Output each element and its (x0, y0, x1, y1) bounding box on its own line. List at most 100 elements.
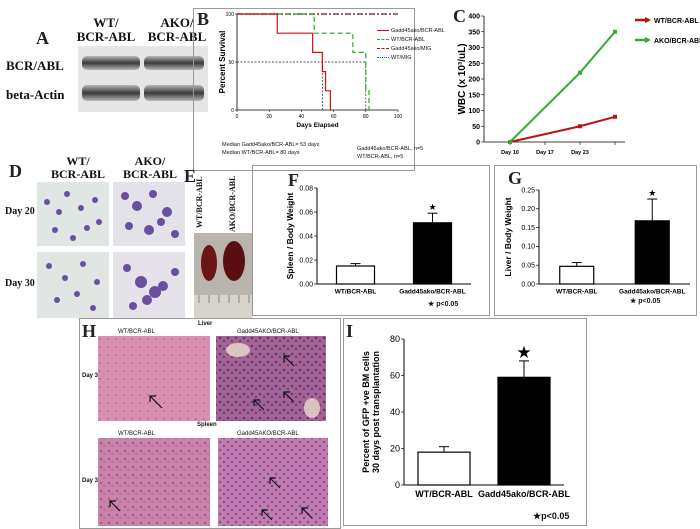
x-tick-label: 0 (236, 114, 239, 120)
x-tick-label: WT/BCR-ABL (335, 289, 377, 296)
y-tick-label: 100 (226, 12, 235, 18)
spleen-weight-chart: 0.00 0.02 0.04 0.06 0.08 WT/BCR-ABL Gadd45ako/… (285, 185, 471, 296)
x-tick-label: 100 (394, 114, 403, 120)
column-label: AKO/BCR-ABL (228, 175, 237, 232)
row-label: beta-Actin (6, 87, 65, 102)
y-tick-label: 40 (390, 407, 400, 417)
significance-text: p<0.05 (638, 298, 661, 305)
n-note: WT/BCR-ABL, n=5 (357, 154, 404, 160)
x-axis-label: Days Elapsed (296, 122, 338, 129)
panel-letter: F (288, 170, 299, 190)
star-icon: ★ (533, 511, 542, 521)
wbc-chart: 0 50 100 150 200 250 300 350 400 Day 10 Day 17 Day … (457, 14, 700, 157)
tissue-label: Liver (198, 321, 213, 327)
y-tick-label: 0.02 (299, 257, 313, 264)
tissue-label: Spleen (197, 422, 217, 428)
panel-frame (252, 165, 490, 316)
legend-label: WT/MIG (391, 54, 412, 61)
y-tick-label: 0.04 (299, 233, 313, 240)
y-tick-label: 0.20 (521, 206, 535, 213)
bar (559, 265, 595, 285)
star-icon: ★ (428, 301, 437, 308)
y-tick-label: 150 (468, 92, 480, 99)
liver-weight-chart: 0.00 0.05 0.10 0.15 0.20 0.25 WT/BCR-ABL Gadd45… (503, 187, 690, 296)
x-tick-label: 40 (299, 114, 305, 120)
y-tick-label: 0.00 (299, 281, 313, 288)
series-line (509, 115, 616, 143)
y-tick-label: 0.00 (521, 281, 535, 288)
legend-item: Gadd45ako/MIG (377, 44, 477, 53)
y-tick-label: 300 (468, 45, 480, 52)
column-label: AKO/ BCR-ABL (147, 15, 207, 44)
x-tick-label: Day 17 (536, 150, 554, 156)
y-tick-label: 0.06 (299, 209, 313, 216)
median-note: Median Gadd45ako/BCR-ABL= 53 days (222, 142, 320, 148)
y-tick-label: 400 (468, 14, 480, 21)
day-label: Day 35 (82, 373, 102, 379)
legend-item: WT/MIG (377, 53, 477, 62)
panel-letter: A (36, 28, 49, 48)
y-tick-label: 250 (468, 61, 480, 68)
panel-letter: C (453, 6, 466, 26)
series-line (237, 13, 370, 110)
panel-letter: G (508, 168, 523, 188)
panel-frame (193, 8, 415, 171)
y-tick-label: 50 (472, 124, 480, 131)
x-tick-label: 80 (363, 114, 369, 120)
image-label: WT/BCR-ABL (118, 329, 156, 335)
x-tick-label: Gadd45ako/BCR-ABL (478, 489, 571, 499)
panel-frame (343, 318, 587, 526)
x-tick-label: Day 10 (501, 150, 519, 156)
x-tick-label: 20 (266, 114, 272, 120)
x-tick-label: Gadd45ako/BCR-ABL (619, 289, 685, 296)
legend-label: Gadd45ako/MIG (391, 45, 432, 52)
legend-label: Gadd45ako/BCR-ABL (391, 27, 445, 34)
bar (417, 451, 471, 486)
legend-item: WT/BCR-ABL (377, 35, 477, 44)
bar (412, 222, 453, 285)
blood-smear-images (37, 182, 185, 318)
bar (335, 265, 376, 285)
arrow-icons (109, 355, 313, 521)
data-point (613, 29, 617, 34)
row-label: BCR/ABL (6, 58, 64, 73)
y-tick-label: 350 (468, 29, 480, 36)
legend-item: Gadd45ako/BCR-ABL (377, 26, 477, 35)
legend-marker (645, 17, 651, 23)
survival-legend: Gadd45ako/BCR-ABL WT/BCR-ABL Gadd45ako/M… (377, 26, 477, 62)
panel-letter: D (9, 161, 22, 181)
column-label: WT/BCR-ABL (195, 176, 204, 228)
y-tick-label: 0.10 (521, 244, 535, 251)
y-tick-label: 100 (468, 108, 480, 115)
y-axis-label: Liver / Body Weight (503, 197, 513, 276)
median-note: Median WT/BCR-ABL= 80 days (222, 150, 300, 156)
y-tick-label: 80 (390, 334, 400, 344)
y-tick-label: 0.05 (521, 263, 535, 270)
x-tick-label: WT/BCR-ABL (415, 489, 473, 499)
y-tick-label: 60 (390, 371, 400, 381)
data-point (613, 114, 617, 119)
image-label: WT/BCR-ABL (118, 431, 156, 437)
data-point (578, 70, 582, 75)
y-tick-label: 0.25 (521, 187, 535, 194)
legend-marker (645, 37, 651, 43)
panel-letter: H (82, 321, 97, 341)
y-tick-label: 0 (476, 140, 480, 147)
significance-star: ★ (428, 202, 436, 212)
legend-swatch (377, 39, 389, 40)
panel-frame (494, 165, 697, 316)
row-label: Day 30 (5, 278, 35, 289)
western-blot-image (78, 46, 208, 112)
day-label: Day 35 (82, 478, 102, 484)
y-tick-label: 0 (395, 480, 400, 490)
x-tick-label: 60 (331, 114, 337, 120)
spleen-photo (194, 233, 252, 319)
significance-note: ★p<0.05 (533, 511, 569, 522)
y-tick-label: 50 (228, 60, 234, 66)
median-notes: Median Gadd45ako/BCR-ABL= 53 days Median… (222, 141, 319, 157)
gfp-bm-chart: 0 20 40 60 80 WT/BCR-ABL Gadd45ako/BCR-ABL ★ Per… (361, 334, 571, 499)
row-label: Day 20 (5, 206, 35, 217)
x-tick-label: Gadd45ako/BCR-ABL (399, 289, 465, 296)
x-tick-label: WT/BCR-ABL (556, 289, 598, 296)
y-tick-label: 0 (231, 108, 234, 114)
